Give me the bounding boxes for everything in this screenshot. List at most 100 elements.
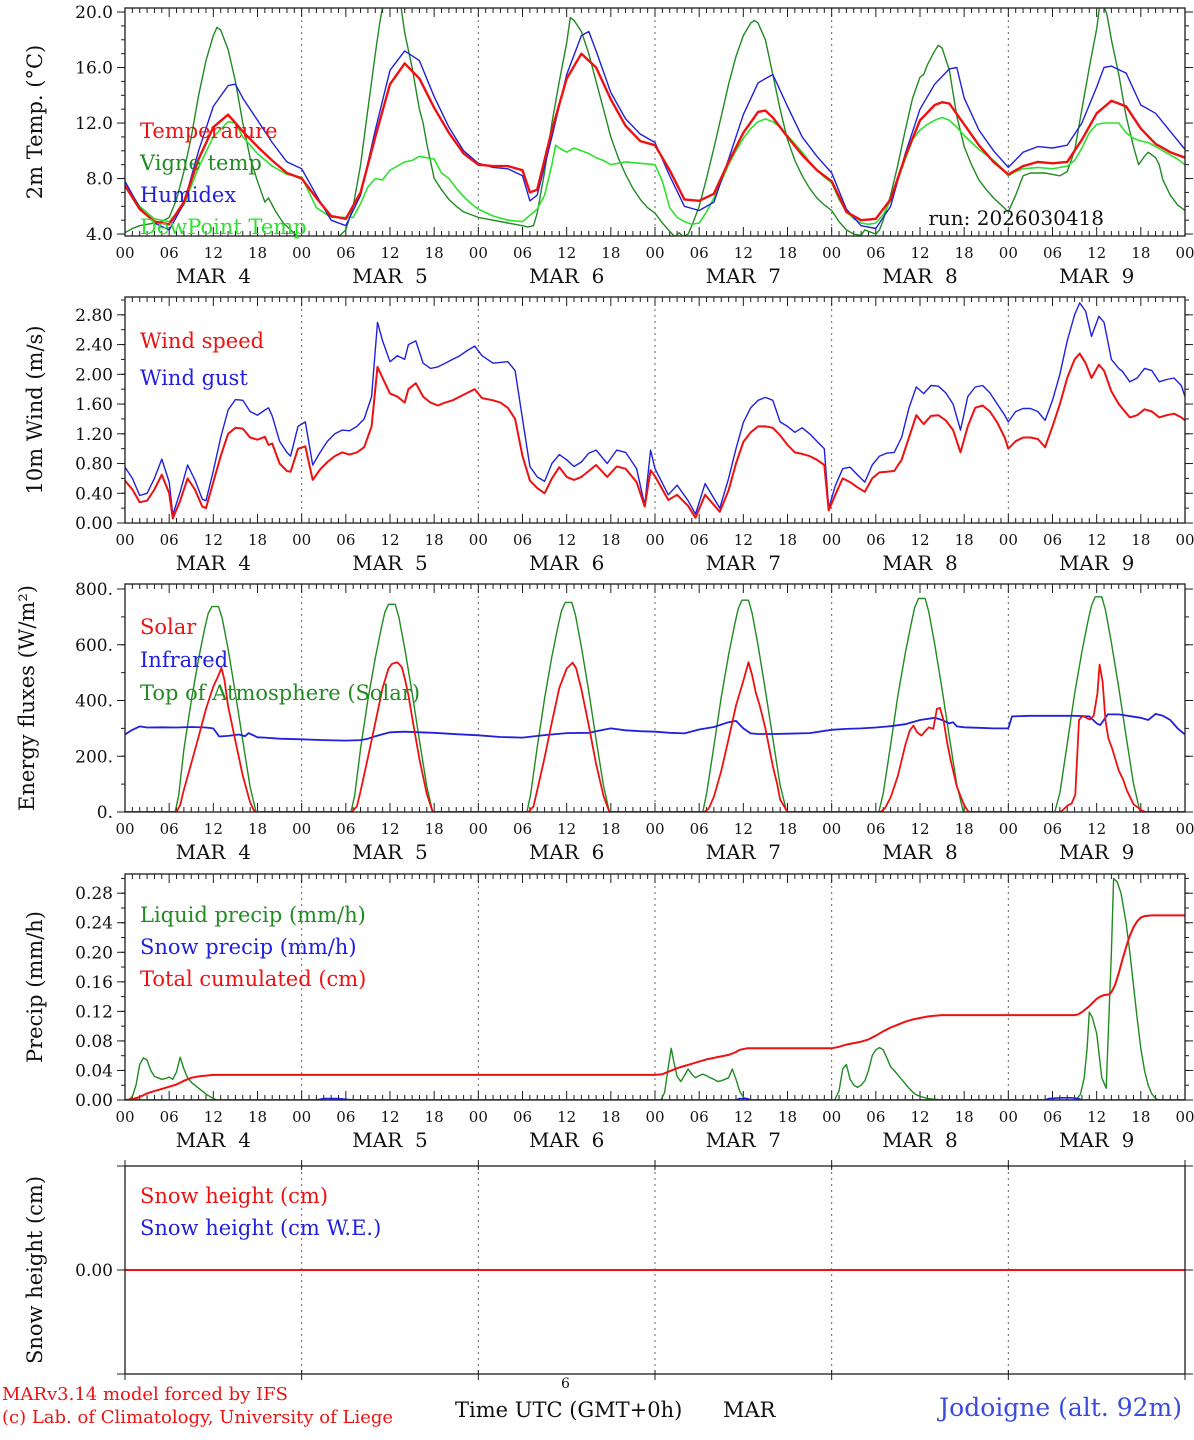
axis-text: 4.0 xyxy=(86,225,113,245)
axis-text: 00 xyxy=(1175,820,1194,838)
ylabel-temp: 2m Temp. (°C) xyxy=(23,45,47,199)
legend-wind-speed: Wind speed xyxy=(140,329,264,353)
axis-text: 0.40 xyxy=(75,484,113,504)
axis-text: 06 xyxy=(866,531,885,549)
axis-text: 0.20 xyxy=(75,943,113,963)
axis-text: 00 xyxy=(115,820,134,838)
legend-precip: Liquid precip (mm/h) Snow precip (mm/h) To… xyxy=(140,903,366,991)
axis-text: 00 xyxy=(999,820,1018,838)
legend-snow-height-cm: Snow height (cm) xyxy=(140,1184,328,1208)
hour-ticks xyxy=(124,874,1186,1100)
axis-text: MAR 7 xyxy=(706,551,781,575)
axis-text: 06 xyxy=(866,1108,885,1126)
axis-text: MAR 9 xyxy=(1059,264,1134,288)
y-ticks xyxy=(117,11,1193,235)
legend-temperature: Temperature xyxy=(140,119,278,143)
axis-text: 18 xyxy=(1131,531,1150,549)
axis-text: 00 xyxy=(469,244,488,262)
axis-text: 20.0 xyxy=(75,3,113,23)
panel-energy: 00 06 12 18 00 06 12 18 00 06 12 18 00 06 12 18 00 06 12 18… xyxy=(15,580,1194,864)
axis-text: 12 xyxy=(910,244,929,262)
axis-text: 12 xyxy=(557,244,576,262)
legend-infrared: Infrared xyxy=(140,648,228,672)
y-tick-labels: 20.0 16.0 12.0 8.0 4.0 xyxy=(75,3,113,245)
legend-snow: Snow height (cm) Snow height (cm W.E.) xyxy=(140,1184,381,1240)
axis-text: MAR 6 xyxy=(529,1128,604,1152)
legend-wind-gust: Wind gust xyxy=(140,366,248,390)
ylabel-snow: Snow height (cm) xyxy=(23,1176,47,1364)
axis-text: 2.40 xyxy=(75,336,113,356)
axis-text: 18 xyxy=(248,820,267,838)
y-tick-labels: 800. 600. 400. 200. 0. xyxy=(75,580,113,823)
axis-text: 18 xyxy=(778,820,797,838)
legend-snow-height-cm-w-e: Snow height (cm W.E.) xyxy=(140,1216,381,1240)
axis-text: 0.28 xyxy=(75,884,113,904)
y-tick-labels: 2.80 2.40 2.00 1.60 1.20 0.80 0.40 0.00 xyxy=(75,306,113,534)
station-label: Jodoigne (alt. 92m) xyxy=(939,1393,1182,1422)
panel-border xyxy=(124,583,1186,813)
panel-temp: 00 06 12 18 00 06 12 18 00 06 12 18 00 06 12 18 00 06 12 18… xyxy=(23,3,1194,288)
series-vigne-temp xyxy=(125,8,1185,236)
axis-text: 12 xyxy=(380,531,399,549)
y-ticks xyxy=(117,1165,1193,1375)
ylabel-wind: 10m Wind (m/s) xyxy=(23,325,47,494)
panel-border xyxy=(124,1165,1186,1375)
legend-liquid-precip-mm-h: Liquid precip (mm/h) xyxy=(140,903,366,927)
day-gridlines xyxy=(301,584,1009,812)
axis-text: 18 xyxy=(248,244,267,262)
axis-text: 0.00 xyxy=(75,1091,113,1111)
legend-solar: Solar xyxy=(140,615,197,639)
axis-text: 2.00 xyxy=(75,365,113,385)
axis-text: MAR 7 xyxy=(706,264,781,288)
axis-text: MAR 6 xyxy=(529,551,604,575)
axis-text: 12 xyxy=(1087,531,1106,549)
axis-text: 00 xyxy=(115,244,134,262)
day-labels: MAR 4 MAR 5 MAR 6 MAR 7 MAR 8 MAR 9 xyxy=(176,1128,1135,1152)
axis-text: MAR 4 xyxy=(176,840,251,864)
ylabel-precip: Precip (mm/h) xyxy=(23,911,47,1063)
axis-text: 00 xyxy=(292,820,311,838)
axis-text: 06 xyxy=(160,1108,179,1126)
axis-text: 0.00 xyxy=(75,514,113,534)
axis-text: 12 xyxy=(380,820,399,838)
axis-text: 18 xyxy=(955,244,974,262)
axis-text: 400. xyxy=(75,692,113,712)
axis-text: 00 xyxy=(1175,531,1194,549)
hour-tick-labels: 00 06 12 18 00 06 12 18 00 06 12 18 00 06 12 18 00 06 12 18… xyxy=(115,820,1194,838)
axis-text: 1.60 xyxy=(75,395,113,415)
panel-border xyxy=(124,7,1186,237)
day-gridlines xyxy=(301,874,1009,1100)
series-wind-speed xyxy=(125,352,1185,520)
day-gridlines xyxy=(301,297,1009,523)
panel-border xyxy=(124,296,1186,524)
axis-text: 12 xyxy=(380,1108,399,1126)
panel-border xyxy=(124,873,1186,1101)
axis-text: 12 xyxy=(204,820,223,838)
axis-text: MAR 5 xyxy=(352,551,427,575)
axis-text: 00 xyxy=(292,1108,311,1126)
axis-text: 0.80 xyxy=(75,455,113,475)
legend-snow-precip-mm-h: Snow precip (mm/h) xyxy=(140,935,357,959)
axis-text: 0.04 xyxy=(75,1061,113,1081)
axis-text: 18 xyxy=(778,531,797,549)
axis-text: MAR 4 xyxy=(176,264,251,288)
axis-text: 12 xyxy=(557,820,576,838)
axis-text: 00 xyxy=(292,244,311,262)
axis-text: 12 xyxy=(1087,244,1106,262)
axis-text: 16.0 xyxy=(75,59,113,79)
credit-line-2: (c) Lab. of Climatology, University of L… xyxy=(2,1407,394,1428)
axis-text: 00 xyxy=(115,1108,134,1126)
axis-text: 06 xyxy=(690,531,709,549)
axis-text: 06 xyxy=(1043,531,1062,549)
axis-text: 18 xyxy=(1131,1108,1150,1126)
legend-temp: Temperature Vigne temp Humidex DewPoint Tem… xyxy=(139,119,307,239)
axis-text: 12 xyxy=(734,244,753,262)
axis-text: 06 xyxy=(160,244,179,262)
axis-text: 06 xyxy=(336,244,355,262)
axis-text: 12 xyxy=(734,1108,753,1126)
axis-text: 12 xyxy=(734,531,753,549)
axis-text: 12 xyxy=(557,1108,576,1126)
axis-text: 00 xyxy=(469,820,488,838)
